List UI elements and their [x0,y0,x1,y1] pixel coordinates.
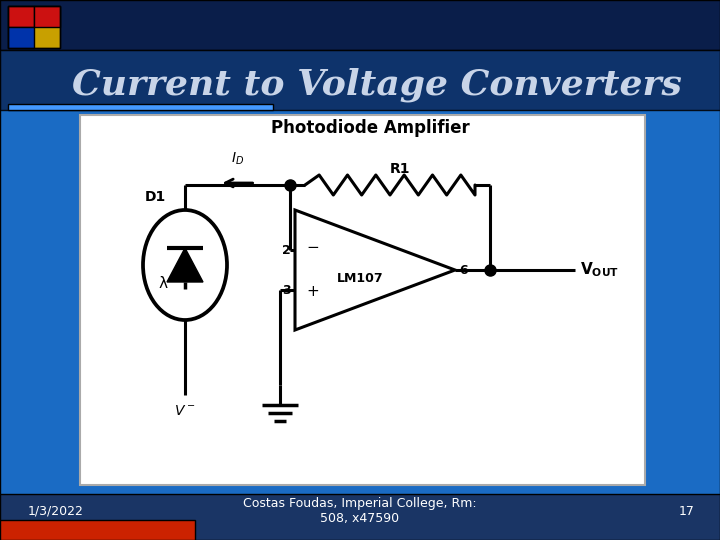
FancyBboxPatch shape [8,6,34,27]
Text: 1/3/2022: 1/3/2022 [28,505,84,518]
Text: Photodiode Amplifier: Photodiode Amplifier [271,119,469,137]
Text: +: + [307,285,320,300]
Text: λ: λ [158,275,168,291]
FancyBboxPatch shape [0,50,720,110]
Polygon shape [167,248,203,282]
FancyBboxPatch shape [0,520,195,540]
FancyBboxPatch shape [34,6,60,27]
Text: LM107: LM107 [337,272,383,285]
Polygon shape [295,210,455,330]
Text: $I_D$: $I_D$ [231,151,244,167]
FancyBboxPatch shape [8,104,273,110]
Text: 6: 6 [459,264,467,276]
Text: Current to Voltage Converters: Current to Voltage Converters [72,68,682,102]
FancyBboxPatch shape [0,0,720,50]
Text: 17: 17 [679,505,695,518]
Text: −: − [307,240,320,255]
Text: R1: R1 [390,162,410,176]
FancyBboxPatch shape [8,27,34,48]
FancyBboxPatch shape [0,494,720,540]
Text: D1: D1 [145,190,166,204]
Text: $\mathbf{V_{OUT}}$: $\mathbf{V_{OUT}}$ [580,261,619,279]
Text: 3: 3 [282,284,291,296]
FancyBboxPatch shape [80,115,645,485]
Text: 2: 2 [282,244,291,256]
Ellipse shape [143,210,227,320]
Text: Costas Foudas, Imperial College, Rm:
508, x47590: Costas Foudas, Imperial College, Rm: 508… [243,497,477,525]
Text: $V^-$: $V^-$ [174,404,196,418]
FancyBboxPatch shape [8,6,60,48]
